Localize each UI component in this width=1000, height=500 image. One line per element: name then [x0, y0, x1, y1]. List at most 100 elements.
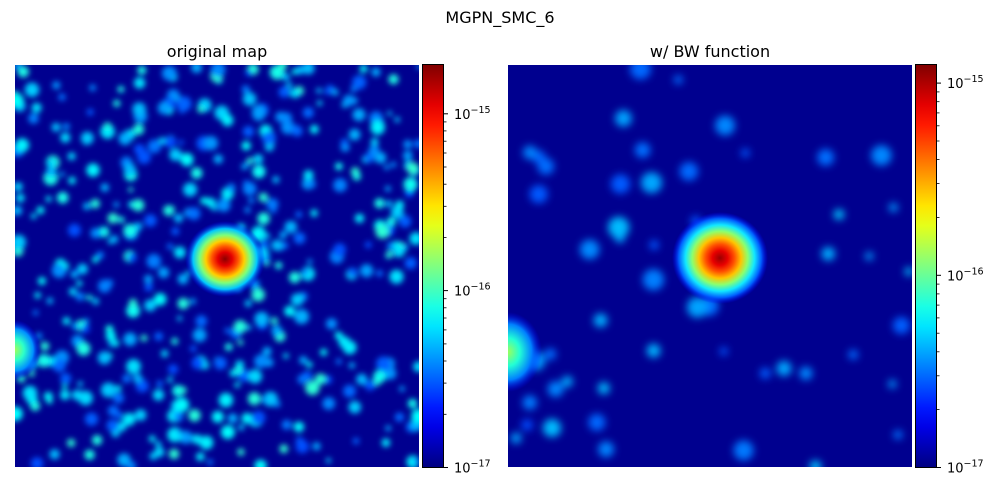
noise-clump — [904, 267, 912, 276]
noise-clump — [630, 65, 651, 80]
noise-clump — [233, 320, 247, 334]
noise-clump — [179, 430, 193, 444]
noise-clump — [168, 364, 179, 375]
noise-clump — [580, 239, 600, 260]
noise-clump — [216, 198, 231, 212]
noise-clump — [416, 65, 419, 70]
noise-clump — [242, 92, 257, 106]
noise-clump — [309, 124, 319, 134]
noise-clump — [205, 197, 216, 208]
noise-clump — [86, 294, 93, 301]
noise-clump — [226, 183, 236, 193]
noise-clump — [376, 269, 384, 277]
noise-clump — [30, 457, 44, 467]
noise-clump — [67, 438, 76, 448]
noise-clump — [646, 343, 661, 358]
noise-clump — [384, 185, 391, 192]
noise-clump — [275, 111, 286, 123]
noise-clump — [547, 381, 564, 397]
noise-clump — [67, 223, 81, 237]
noise-clump — [144, 214, 157, 227]
noise-clump — [118, 216, 125, 224]
noise-clump — [394, 412, 405, 422]
noise-clump — [164, 135, 177, 148]
noise-clump — [32, 309, 39, 316]
bright-source — [672, 212, 768, 304]
noise-clump — [115, 385, 122, 392]
noise-clump — [105, 331, 116, 342]
noise-clump — [71, 322, 79, 330]
noise-clump — [144, 299, 157, 312]
noise-clump — [281, 419, 292, 430]
noise-clump — [122, 374, 132, 383]
noise-clump — [522, 395, 537, 410]
noise-clump — [593, 313, 608, 328]
noise-clump — [128, 187, 134, 193]
noise-clump — [413, 458, 419, 465]
noise-clump — [80, 131, 94, 145]
noise-clump — [126, 303, 140, 318]
noise-clump — [352, 172, 361, 181]
noise-clump — [402, 150, 413, 161]
noise-clump — [98, 279, 112, 293]
noise-clump — [227, 413, 238, 424]
noise-clump — [140, 334, 148, 342]
noise-clump — [98, 226, 110, 238]
noise-clump — [406, 162, 419, 175]
noise-clump — [821, 247, 836, 261]
noise-clump — [510, 432, 522, 444]
noise-clump — [191, 65, 203, 73]
noise-clump — [132, 102, 146, 116]
noise-clump — [103, 122, 112, 130]
noise-clump — [262, 130, 276, 145]
noise-clump — [187, 207, 201, 221]
noise-clump — [537, 158, 555, 175]
noise-clump — [302, 107, 314, 119]
noise-clump — [687, 297, 708, 318]
noise-clump — [189, 345, 197, 353]
noise-clump — [62, 317, 71, 325]
noise-clump — [15, 182, 23, 192]
noise-clump — [279, 231, 287, 239]
noise-clump — [294, 309, 310, 325]
noise-clump — [257, 212, 270, 225]
noise-clump — [403, 177, 418, 192]
noise-clump — [63, 262, 70, 270]
noise-clump — [152, 389, 165, 401]
noise-clump — [178, 139, 184, 146]
noise-clump — [188, 409, 201, 422]
edge-source — [15, 320, 41, 380]
noise-clump — [312, 442, 321, 451]
noise-clump — [154, 332, 164, 341]
noise-clump — [291, 293, 304, 306]
noise-clump — [15, 138, 30, 153]
noise-clump — [286, 82, 293, 89]
noise-clump — [295, 65, 305, 75]
heatmap-original — [15, 65, 419, 467]
noise-clump — [183, 182, 198, 197]
noise-clump — [258, 192, 269, 203]
noise-clump — [322, 397, 336, 410]
noise-clump — [34, 292, 41, 299]
noise-clump — [413, 361, 419, 373]
noise-clump — [271, 239, 283, 251]
noise-clump — [393, 246, 405, 258]
noise-clump — [77, 263, 88, 275]
noise-clump — [107, 238, 114, 245]
noise-clump — [30, 213, 37, 220]
noise-clump — [335, 162, 343, 171]
noise-clump — [634, 142, 651, 158]
noise-clump — [316, 87, 322, 94]
noise-clump — [46, 397, 53, 404]
noise-clump — [370, 120, 385, 135]
noise-clump — [279, 444, 289, 454]
noise-clump — [154, 447, 165, 458]
noise-clump — [146, 253, 162, 269]
noise-clump — [305, 380, 320, 396]
colorbar-gradient — [422, 64, 444, 468]
noise-clump — [331, 88, 339, 96]
noise-clump — [108, 341, 114, 347]
noise-clump — [254, 311, 269, 327]
noise-clump — [390, 161, 397, 168]
noise-clump — [86, 163, 100, 177]
